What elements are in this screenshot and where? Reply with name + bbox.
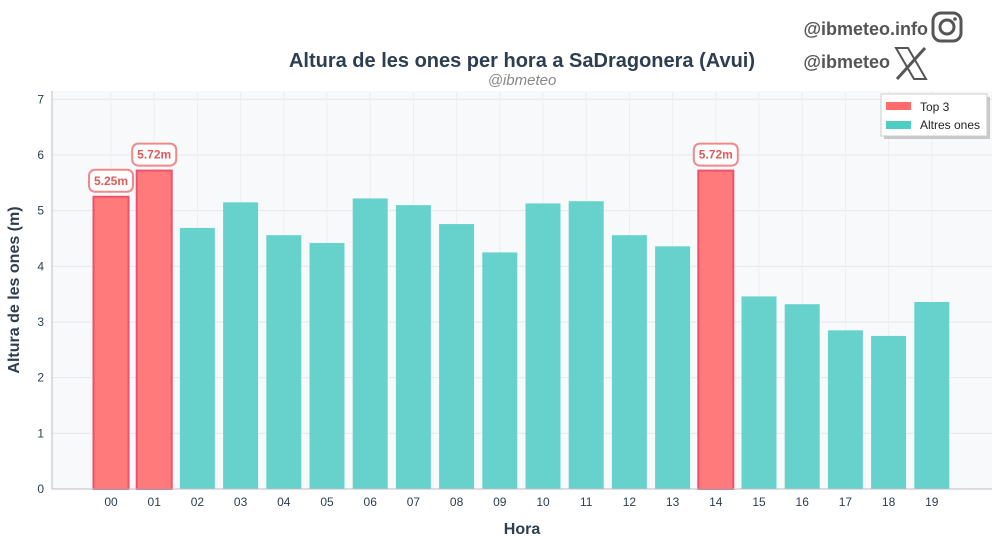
bar	[179, 227, 215, 489]
x-tick-label: 19	[925, 495, 939, 509]
legend-swatch-other	[886, 121, 911, 129]
data-label-box	[88, 168, 134, 193]
instagram-icon	[931, 11, 963, 43]
chart-title: Altura de les ones per hora a SaDragoner…	[289, 50, 755, 72]
y-tick-label: 5	[37, 204, 44, 218]
data-label-box	[692, 142, 739, 167]
x-tick-label: 15	[752, 495, 766, 509]
bar	[525, 203, 561, 489]
y-tick-label: 0	[37, 482, 44, 496]
legend-label-other: Altres ones	[920, 118, 980, 132]
bar	[309, 242, 345, 489]
x-tick-label: 00	[104, 495, 118, 509]
bar	[439, 224, 475, 489]
x-tick-label: 05	[320, 495, 334, 509]
bar	[395, 205, 431, 490]
x-tick-label: 18	[882, 495, 896, 509]
y-tick-label: 3	[37, 315, 44, 329]
y-tick-label: 1	[37, 426, 44, 440]
data-label: 5.72m	[699, 148, 733, 162]
bar	[611, 235, 647, 489]
bar	[266, 235, 302, 489]
x-tick-label: 04	[277, 495, 291, 509]
x-handle: @ibmeteo	[803, 52, 890, 72]
x-tick-label: 02	[191, 495, 205, 509]
y-tick-label: 6	[37, 148, 44, 162]
bar	[223, 202, 259, 489]
bar	[741, 296, 777, 489]
bar-top3	[697, 169, 735, 490]
data-label: 5.25m	[94, 174, 128, 188]
y-tick-label: 4	[37, 259, 44, 273]
instagram-handle: @ibmeteo.info	[803, 19, 928, 39]
x-tick-label: 17	[839, 495, 853, 509]
x-tick-label: 03	[234, 495, 248, 509]
bar-top3	[92, 195, 130, 490]
bar	[482, 252, 518, 489]
x-tick-label: 01	[148, 495, 162, 509]
x-tick-label: 10	[536, 495, 550, 509]
bar	[352, 198, 388, 489]
x-tick-label: 09	[493, 495, 507, 509]
bar	[568, 201, 604, 489]
x-tick-label: 16	[796, 495, 810, 509]
bar-top3	[135, 169, 173, 490]
y-tick-label: 2	[37, 371, 44, 385]
chart-subtitle: @ibmeteo	[488, 72, 557, 89]
x-axis-label: Hora	[504, 521, 541, 538]
data-label-box	[131, 142, 178, 167]
x-tick-label: 13	[666, 495, 680, 509]
bar	[784, 304, 820, 489]
x-tick-label: 08	[450, 495, 464, 509]
x-tick-label: 14	[709, 495, 723, 509]
legend: Top 3 Altres ones	[880, 93, 990, 139]
branding: @ibmeteo.info @ibmeteo	[803, 11, 963, 81]
y-tick-label: 7	[37, 92, 44, 106]
legend-swatch-top3	[886, 102, 911, 110]
bar	[827, 330, 863, 489]
bar	[871, 335, 907, 489]
y-axis-label: Altura de les ones (m)	[6, 206, 23, 373]
bar	[914, 301, 950, 489]
x-tick-label: 07	[407, 495, 421, 509]
x-tick-label: 11	[580, 495, 593, 509]
x-logo-icon	[894, 46, 928, 81]
legend-label-top3: Top 3	[920, 100, 950, 114]
x-tick-label: 12	[623, 495, 637, 509]
bar	[655, 246, 691, 489]
x-tick-label: 06	[364, 495, 378, 509]
data-label: 5.72m	[137, 148, 171, 162]
